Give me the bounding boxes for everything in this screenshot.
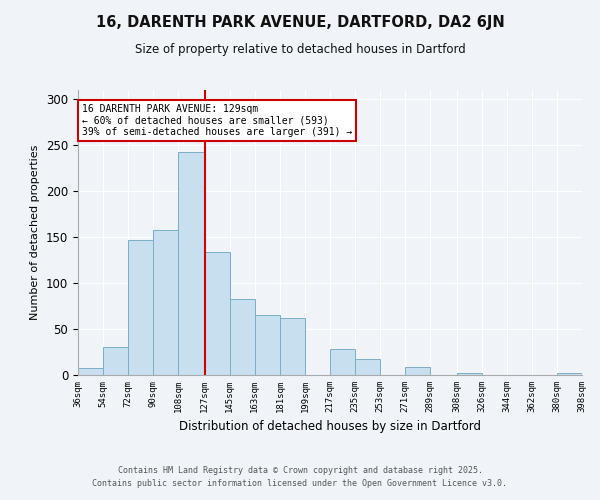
Text: Contains HM Land Registry data © Crown copyright and database right 2025.
Contai: Contains HM Land Registry data © Crown c… [92,466,508,487]
Bar [153,230,178,375]
Bar [205,252,230,375]
Bar [128,240,153,375]
Bar [330,350,355,375]
Bar [457,373,482,375]
Bar [78,368,103,375]
X-axis label: Distribution of detached houses by size in Dartford: Distribution of detached houses by size … [179,420,481,434]
Bar [103,348,128,375]
Bar [255,315,280,375]
Bar [557,373,582,375]
Text: 16 DARENTH PARK AVENUE: 129sqm
← 60% of detached houses are smaller (593)
39% of: 16 DARENTH PARK AVENUE: 129sqm ← 60% of … [82,104,352,137]
Bar [405,366,430,375]
Text: 16, DARENTH PARK AVENUE, DARTFORD, DA2 6JN: 16, DARENTH PARK AVENUE, DARTFORD, DA2 6… [95,15,505,30]
Bar [355,360,380,375]
Bar [230,298,255,375]
Y-axis label: Number of detached properties: Number of detached properties [31,145,40,320]
Text: Size of property relative to detached houses in Dartford: Size of property relative to detached ho… [134,42,466,56]
Bar [178,152,205,375]
Bar [280,318,305,375]
